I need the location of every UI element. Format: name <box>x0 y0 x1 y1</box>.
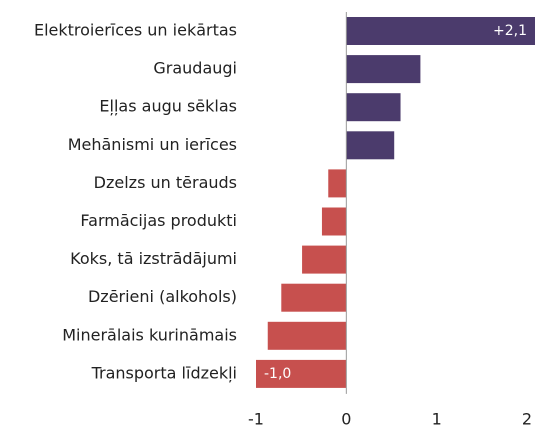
bar <box>346 55 421 84</box>
x-tick-label: 1 <box>432 410 442 428</box>
y-tick-label: Graudaugi <box>153 59 237 78</box>
y-tick-label: Koks, tā izstrādājumi <box>70 249 237 268</box>
y-tick-label: Elektroierīces un iekārtas <box>34 21 237 40</box>
y-tick-label: Mehānismi un ierīces <box>68 135 237 154</box>
y-tick-label: Transporta līdzekļi <box>91 363 237 382</box>
bar <box>256 359 347 388</box>
y-tick-label: Dzērieni (alkohols) <box>88 287 237 306</box>
bar <box>346 17 535 45</box>
bar <box>328 169 347 198</box>
x-tick-label: 0 <box>341 410 351 428</box>
bar <box>281 283 347 312</box>
bar <box>302 245 347 274</box>
bar <box>346 131 395 160</box>
bar <box>267 321 347 350</box>
x-tick-label: 2 <box>522 410 532 428</box>
y-tick-label: Minerālais kurināmais <box>62 325 237 344</box>
x-tick-label: -1 <box>248 410 264 428</box>
value-label: -1,0 <box>264 366 291 382</box>
value-label: +2,1 <box>493 23 527 39</box>
bar <box>346 93 401 122</box>
y-tick-label: Farmācijas produkti <box>80 211 237 230</box>
y-tick-label: Eļļas augu sēklas <box>99 97 237 116</box>
bar <box>321 207 347 236</box>
y-tick-label: Dzelzs un tērauds <box>94 173 237 192</box>
